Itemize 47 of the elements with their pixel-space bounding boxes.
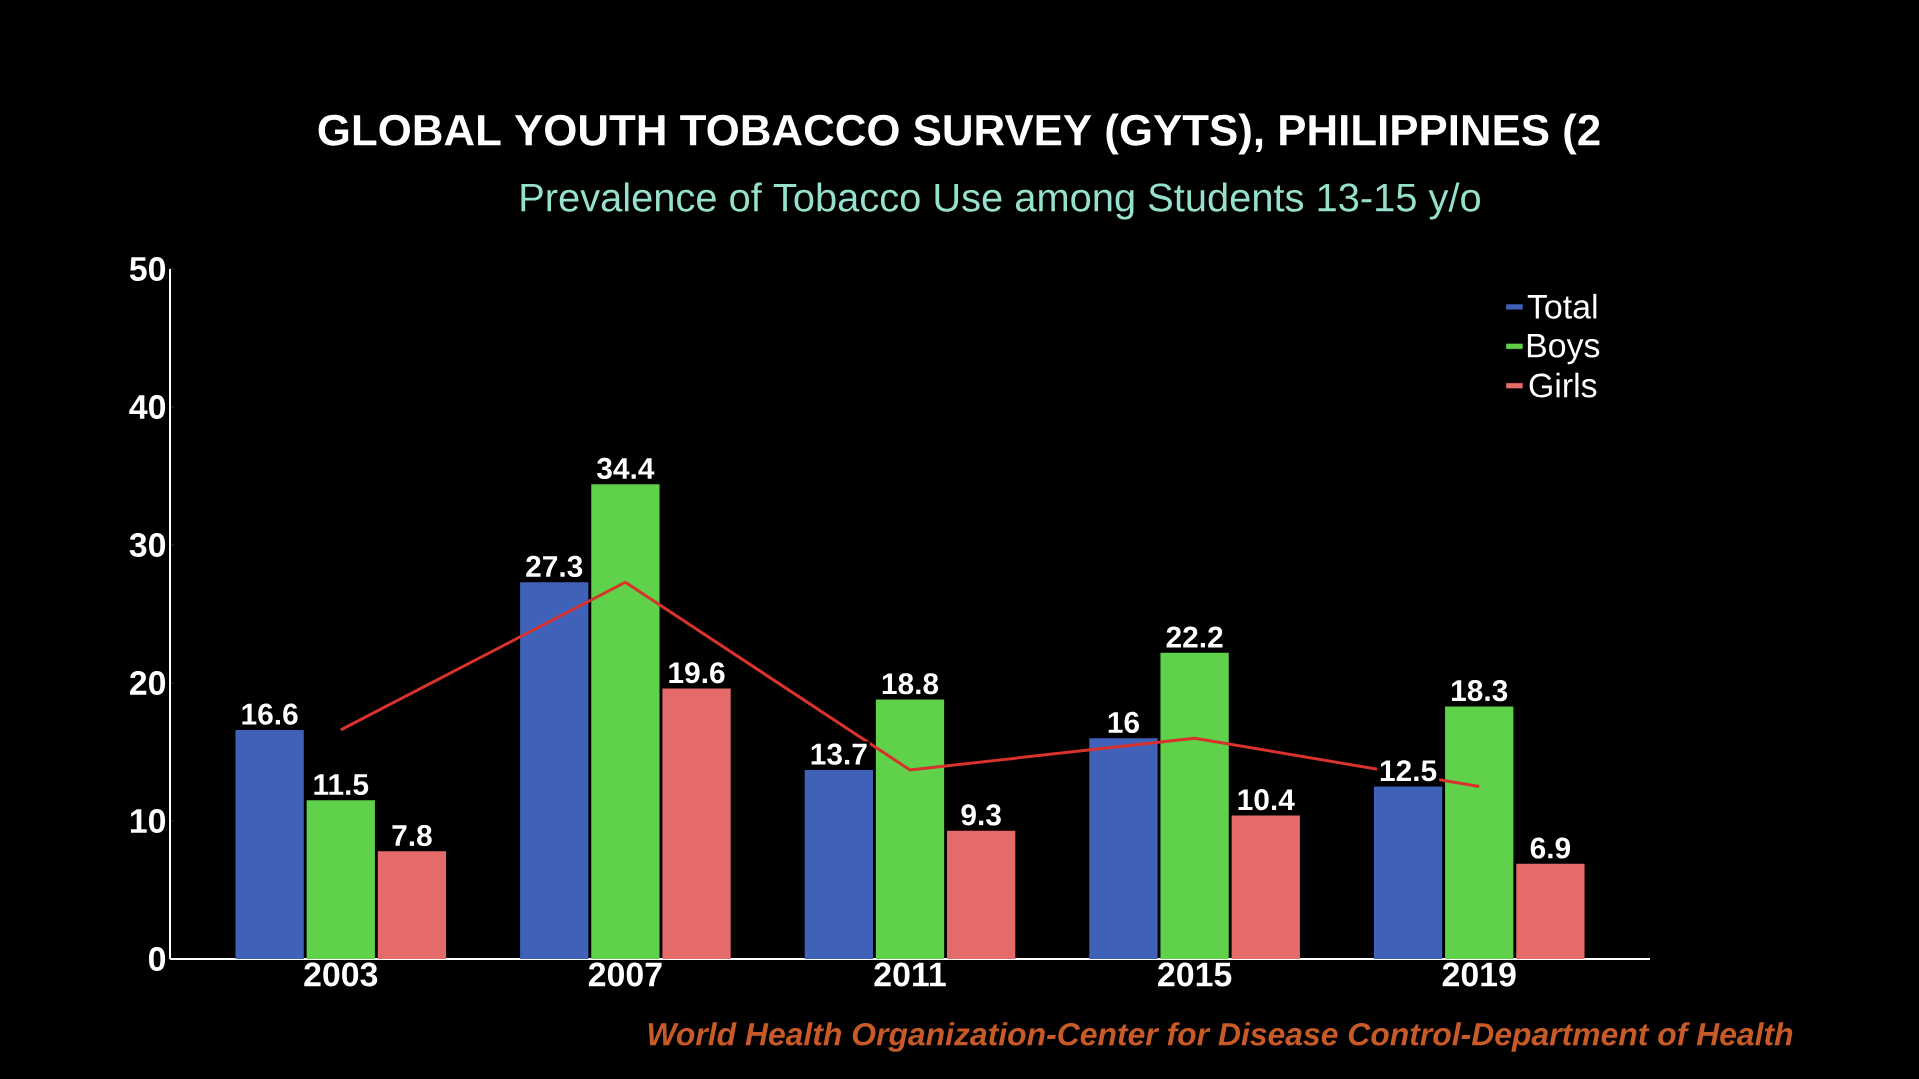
y-tick-label: 50 (129, 256, 166, 281)
data-label: 18.3 (1452, 680, 1508, 702)
y-tick-label: 10 (130, 809, 166, 833)
data-label: 16 (1108, 711, 1139, 733)
x-tick-label: 2015 (1158, 962, 1232, 987)
data-label: 6.9 (1530, 837, 1571, 859)
bar (377, 851, 447, 959)
x-tick-label: 2003 (304, 962, 378, 987)
bar (1160, 652, 1229, 959)
chart-subtitle: Prevalence of Tobacco Use among Students 13-15 y/o (521, 182, 1480, 220)
bar (662, 688, 731, 959)
legend-label: Boys (1527, 333, 1600, 365)
bar (875, 699, 945, 959)
x-tick-label: 2011 (874, 962, 946, 987)
bar (947, 830, 1016, 959)
data-label: 19.6 (669, 662, 725, 684)
y-tick-label: 40 (129, 394, 166, 419)
data-label: 10.4 (1238, 789, 1295, 811)
data-label: 34.4 (596, 457, 655, 480)
bar (1373, 786, 1443, 959)
data-label: 9.3 (961, 804, 1001, 826)
y-tick-label: 0 (148, 947, 166, 971)
legend-label: Girls (1529, 372, 1597, 398)
chart-title: GLOBAL YOUTH TOBACCO SURVEY (GYTS), PHILIPPINES (2 (318, 113, 1600, 155)
bar (804, 769, 873, 959)
data-label: 18.8 (882, 673, 939, 695)
data-label: 11.5 (314, 774, 369, 796)
bar (1231, 815, 1300, 959)
data-label: 16.6 (242, 703, 298, 725)
bar (1089, 738, 1158, 959)
legend-label: Total (1527, 293, 1597, 319)
bar (1516, 863, 1585, 959)
data-label: 22.2 (1166, 626, 1223, 648)
bar (306, 800, 375, 959)
x-tick-label: 2007 (588, 962, 662, 987)
data-label: 12.5 (1380, 760, 1437, 782)
y-tick-label: 30 (129, 532, 166, 557)
data-label: 7.8 (392, 824, 432, 847)
bar (591, 484, 660, 959)
data-label: 13.7 (811, 743, 867, 765)
y-tick-label: 20 (129, 671, 166, 695)
text: World Health Organization-Center for Disease Control-Department of Health (648, 1022, 1793, 1052)
x-tick-label: 2019 (1442, 962, 1516, 987)
bar (235, 729, 304, 959)
data-label: 27.3 (526, 555, 583, 578)
bar (1445, 706, 1514, 959)
bar (520, 582, 589, 959)
